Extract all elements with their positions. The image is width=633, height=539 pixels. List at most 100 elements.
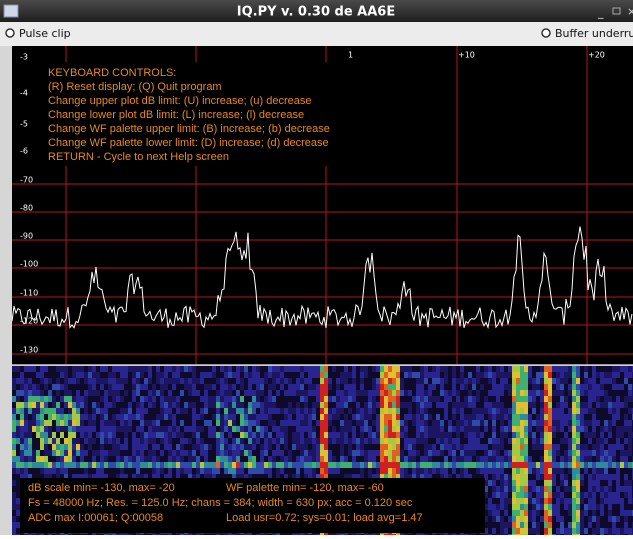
waterfall-cell [164, 450, 168, 456]
waterfall-cell [584, 504, 588, 510]
info-db-scale: dB scale min= -130, max= -20 [28, 482, 175, 494]
waterfall-cell [336, 378, 340, 384]
waterfall-cell [212, 450, 216, 456]
waterfall-cell [436, 462, 440, 468]
waterfall-cell [208, 432, 212, 438]
waterfall-cell [348, 390, 352, 396]
waterfall-cell [80, 432, 84, 438]
waterfall-cell [316, 450, 320, 456]
waterfall-cell [608, 456, 612, 462]
waterfall-cell [592, 390, 596, 396]
waterfall-cell [572, 456, 576, 462]
waterfall-cell [420, 372, 424, 378]
waterfall-cell [104, 402, 108, 408]
waterfall-cell [444, 414, 448, 420]
waterfall-cell [536, 486, 540, 492]
waterfall-cell [492, 402, 496, 408]
waterfall-cell [16, 414, 20, 420]
waterfall-cell [188, 390, 192, 396]
waterfall-cell [544, 474, 548, 480]
waterfall-cell [604, 402, 608, 408]
waterfall-cell [216, 450, 220, 456]
waterfall-cell [324, 402, 328, 408]
waterfall-cell [44, 372, 48, 378]
y-label: -90 [20, 232, 33, 241]
waterfall-cell [328, 468, 332, 474]
waterfall-cell [280, 432, 284, 438]
waterfall-cell [368, 462, 372, 468]
waterfall-cell [160, 450, 164, 456]
waterfall-cell [404, 450, 408, 456]
waterfall-cell [224, 402, 228, 408]
waterfall-cell [176, 462, 180, 468]
waterfall-cell [280, 372, 284, 378]
waterfall-cell [540, 432, 544, 438]
waterfall-cell [32, 420, 36, 426]
waterfall-cell [96, 450, 100, 456]
waterfall-cell [384, 414, 388, 420]
waterfall-cell [488, 468, 492, 474]
waterfall-cell [328, 408, 332, 414]
waterfall-cell [624, 384, 628, 390]
waterfall-cell [232, 372, 236, 378]
waterfall-cell [32, 414, 36, 420]
waterfall-cell [148, 396, 152, 402]
waterfall-cell [20, 450, 24, 456]
waterfall-cell [176, 420, 180, 426]
radio-pulse-clip[interactable] [6, 29, 14, 37]
waterfall-cell [340, 414, 344, 420]
waterfall-cell [264, 444, 268, 450]
waterfall-cell [300, 426, 304, 432]
waterfall-cell [56, 426, 60, 432]
waterfall-cell [156, 402, 160, 408]
waterfall-cell [240, 456, 244, 462]
waterfall-cell [508, 402, 512, 408]
waterfall-cell [500, 450, 504, 456]
waterfall-cell [100, 438, 104, 444]
waterfall-cell [304, 402, 308, 408]
waterfall-cell [288, 462, 292, 468]
waterfall-cell [388, 408, 392, 414]
waterfall-cell [620, 486, 624, 492]
waterfall-cell [572, 372, 576, 378]
waterfall-cell [228, 432, 232, 438]
waterfall-cell [596, 504, 600, 510]
waterfall-cell [44, 468, 48, 474]
waterfall-cell [452, 444, 456, 450]
waterfall-cell [28, 468, 32, 474]
waterfall-cell [600, 528, 604, 534]
waterfall-cell [232, 366, 236, 372]
waterfall-cell [380, 426, 384, 432]
waterfall-cell [544, 480, 548, 486]
minimize-button[interactable]: _ [597, 6, 604, 19]
waterfall-cell [376, 384, 380, 390]
waterfall-cell [352, 468, 356, 474]
waterfall-cell [152, 432, 156, 438]
radio-buffer-underrun[interactable] [542, 29, 550, 37]
waterfall-cell [588, 468, 592, 474]
waterfall-cell [20, 432, 24, 438]
waterfall-cell [388, 456, 392, 462]
waterfall-cell [336, 444, 340, 450]
waterfall-cell [532, 510, 536, 516]
waterfall-cell [124, 462, 128, 468]
waterfall-cell [148, 414, 152, 420]
waterfall-cell [296, 438, 300, 444]
waterfall-cell [604, 492, 608, 498]
close-button[interactable]: × [627, 5, 633, 18]
waterfall-cell [536, 378, 540, 384]
waterfall-cell [560, 492, 564, 498]
waterfall-cell [328, 456, 332, 462]
waterfall-cell [324, 426, 328, 432]
waterfall-cell [504, 420, 508, 426]
waterfall-cell [32, 438, 36, 444]
waterfall-cell [528, 528, 532, 534]
waterfall-cell [620, 504, 624, 510]
waterfall-cell [384, 384, 388, 390]
waterfall-cell [280, 402, 284, 408]
waterfall-cell [172, 384, 176, 390]
waterfall-cell [324, 438, 328, 444]
waterfall-cell [556, 456, 560, 462]
waterfall-cell [588, 402, 592, 408]
waterfall-cell [264, 426, 268, 432]
